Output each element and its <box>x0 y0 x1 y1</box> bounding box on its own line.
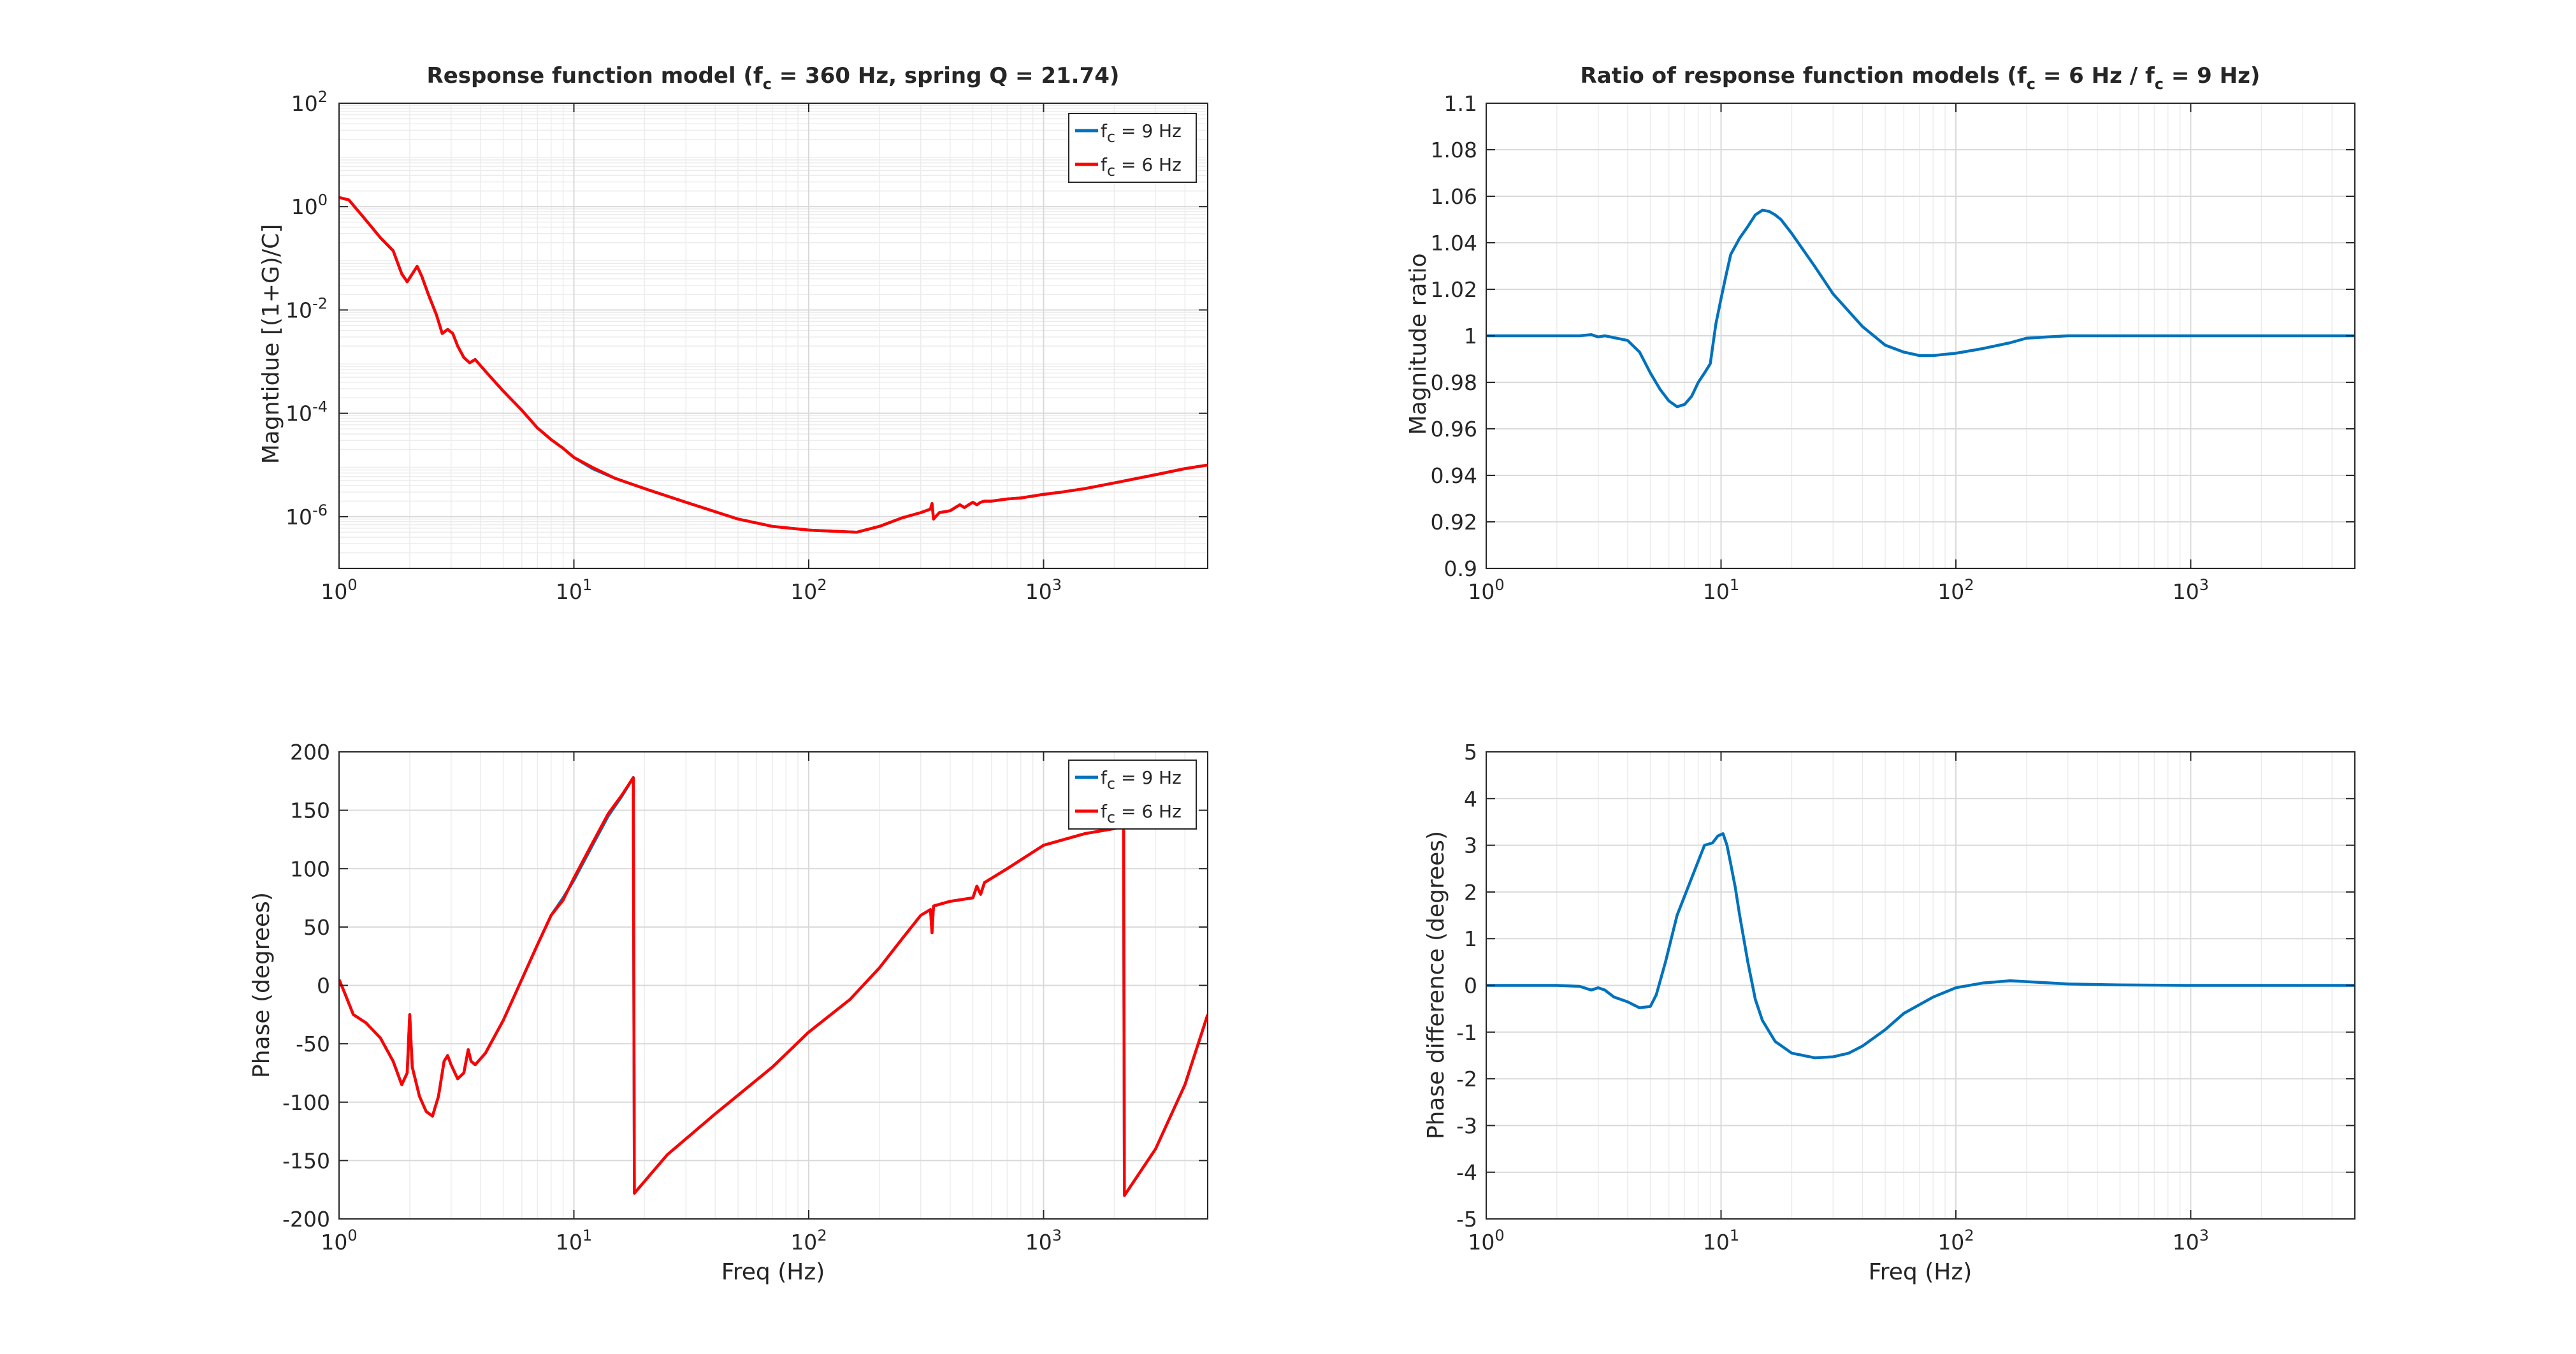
y-tick-label: -1 <box>1456 1020 1477 1045</box>
x-tick-label: 102 <box>1937 1227 1974 1255</box>
x-tick-label: 101 <box>556 576 592 604</box>
y-tick-label: 0 <box>317 974 330 998</box>
x-tick-label: 103 <box>1025 576 1062 604</box>
y-tick-label: -200 <box>282 1207 330 1232</box>
magnitude-ratio-y-label: Magnitude ratio <box>1405 253 1431 435</box>
x-tick-label: 102 <box>1937 576 1974 604</box>
y-tick-label: -4 <box>1456 1160 1477 1185</box>
y-tick-label: 0.94 <box>1431 463 1477 488</box>
series-line-0 <box>1486 208 2355 408</box>
series-line-0 <box>1486 832 2355 1060</box>
y-tick-label: 100 <box>291 191 328 219</box>
y-tick-label: 1.1 <box>1444 91 1477 116</box>
magnitude-axes: Response function model (fc = 360 Hz, sp… <box>258 63 1208 604</box>
phase-difference-x-label: Freq (Hz) <box>1869 1259 1972 1285</box>
y-tick-label: 0.98 <box>1431 370 1477 395</box>
x-tick-label: 100 <box>321 576 357 604</box>
magnitude-plot-area: 100 101 102 103 10-6 10-4 10-2 100 102 <box>286 88 1208 604</box>
y-tick-label: 50 <box>303 915 330 940</box>
series-line-f-c-6-hz <box>339 776 1208 1197</box>
x-tick-label: 100 <box>1468 576 1504 604</box>
x-tick-label: 100 <box>1468 1227 1504 1255</box>
y-tick-label: -5 <box>1456 1207 1477 1232</box>
y-tick-label: 5 <box>1464 740 1477 765</box>
legend-label-fc9: fc = 9 Hz <box>1101 767 1182 793</box>
phase-x-label: Freq (Hz) <box>721 1259 825 1285</box>
y-tick-label: 10-4 <box>286 398 328 426</box>
y-tick-label: 10-2 <box>286 294 328 322</box>
phase-y-label: Phase (degrees) <box>249 892 275 1078</box>
series-line-f-c-6-hz <box>339 196 1208 534</box>
x-tick-label: 103 <box>1025 1227 1062 1255</box>
x-tick-label: 103 <box>2173 1227 2209 1255</box>
legend-label-fc9: fc = 9 Hz <box>1101 120 1182 146</box>
y-tick-label: 102 <box>291 88 328 116</box>
y-tick-label: -150 <box>282 1148 330 1173</box>
magnitude-y-label: Magntidue [(1+G)/C] <box>258 224 284 465</box>
y-tick-label: 2 <box>1464 880 1477 905</box>
phase-difference-y-label: Phase difference (degrees) <box>1423 831 1449 1139</box>
x-tick-label: 100 <box>321 1227 357 1255</box>
magnitude-title: Response function model (fc = 360 Hz, sp… <box>427 63 1120 93</box>
phase-legend: fc = 9 Hz fc = 6 Hz <box>1068 760 1197 830</box>
y-tick-label: 100 <box>290 856 330 881</box>
phase-difference-plot-area: 100 101 102 103 -5 -4 -3 -2 -1 0 1 2 3 4 5 <box>1456 740 2355 1255</box>
y-tick-label: 1 <box>1464 324 1477 349</box>
x-tick-label: 101 <box>556 1227 592 1255</box>
axes-box <box>338 103 1208 569</box>
y-tick-label: 0 <box>1464 974 1477 998</box>
legend-label-fc6: fc = 6 Hz <box>1101 154 1182 180</box>
y-tick-label: 200 <box>290 740 330 765</box>
magnitude-ratio-axes: Ratio of response function models (fc = … <box>1405 63 2355 604</box>
x-tick-label: 102 <box>790 1227 827 1255</box>
y-tick-label: 0.96 <box>1431 417 1477 442</box>
y-tick-label: 0.9 <box>1444 556 1477 581</box>
y-tick-label: 1.02 <box>1431 277 1477 302</box>
y-tick-label: 10-6 <box>286 501 328 529</box>
y-tick-label: 1.06 <box>1431 184 1477 209</box>
phase-axes: Freq (Hz) Phase (degrees) 100 101 102 103 -2… <box>249 740 1208 1285</box>
y-tick-label: -50 <box>296 1032 330 1056</box>
magnitude-ratio-title: Ratio of response function models (fc = … <box>1581 63 2261 93</box>
y-tick-label: -3 <box>1456 1113 1477 1138</box>
x-tick-label: 102 <box>790 576 827 604</box>
phase-difference-axes: Freq (Hz) Phase difference (degrees) 100… <box>1423 740 2355 1285</box>
y-tick-label: -2 <box>1456 1067 1477 1091</box>
x-tick-label: 101 <box>1703 576 1739 604</box>
y-tick-label: 1.08 <box>1431 138 1477 162</box>
magnitude-legend: fc = 9 Hz fc = 6 Hz <box>1068 113 1197 183</box>
y-tick-label: 0.92 <box>1431 510 1477 535</box>
y-tick-label: 1.04 <box>1431 231 1477 256</box>
y-tick-label: 150 <box>290 798 330 823</box>
legend-label-fc6: fc = 6 Hz <box>1101 801 1182 826</box>
phase-plot-area: 100 101 102 103 -200 -150 -100 -50 0 50 100 150 200 <box>282 740 1208 1255</box>
y-tick-label: 4 <box>1464 786 1477 811</box>
y-tick-label: -100 <box>282 1090 330 1115</box>
x-tick-label: 101 <box>1703 1227 1739 1255</box>
x-tick-label: 103 <box>2173 576 2209 604</box>
y-tick-label: 1 <box>1464 926 1477 951</box>
y-tick-label: 3 <box>1464 833 1477 858</box>
magnitude-ratio-plot-area: 100 101 102 103 0.9 0.92 0.94 0.96 0.98 1 1.02 1.04… <box>1431 91 2355 604</box>
